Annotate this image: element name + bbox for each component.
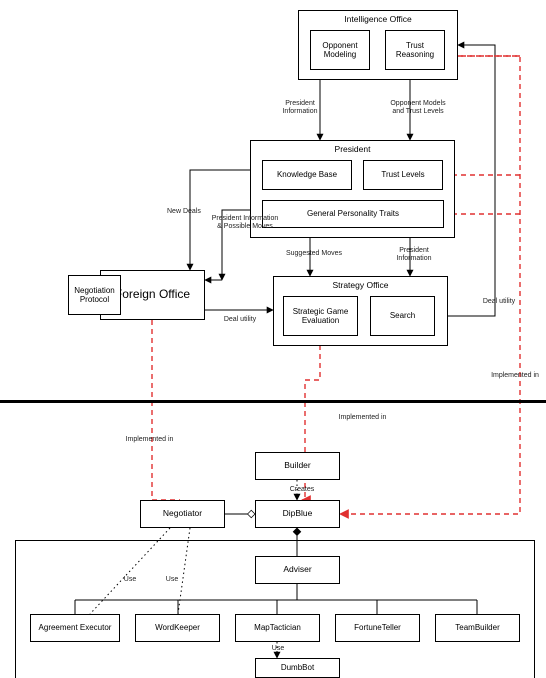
- label-president-info-left: PresidentInformation: [276, 100, 324, 115]
- label-deal-utility-left: Deal utility: [215, 316, 265, 324]
- maptactician-label: MapTactician: [254, 623, 301, 632]
- fortuneteller: FortuneTeller: [335, 614, 420, 642]
- strategic-game-eval-label: Strategic GameEvaluation: [293, 307, 349, 325]
- knowledge-base: Knowledge Base: [262, 160, 352, 190]
- label-new-deals: New Deals: [167, 208, 212, 216]
- foreign-office-label: Foreign Office: [115, 288, 190, 302]
- agreement-executor-label: Agreement Executor: [39, 623, 112, 632]
- fortuneteller-label: FortuneTeller: [354, 623, 401, 632]
- label-creates: Creates: [287, 486, 317, 494]
- search-label: Search: [390, 311, 415, 320]
- negotiation-protocol-label: NegotiationProtocol: [74, 286, 114, 304]
- dipblue: DipBlue: [255, 500, 340, 528]
- label-opponent-models: Opponent Modelsand Trust Levels: [378, 100, 458, 115]
- adviser: Adviser: [255, 556, 340, 584]
- trust-levels: Trust Levels: [363, 160, 443, 190]
- label-implemented-mid: Implemented in: [335, 414, 390, 422]
- agreement-executor: Agreement Executor: [30, 614, 120, 642]
- builder: Builder: [255, 452, 340, 480]
- strategy-office-title: Strategy Office: [332, 281, 388, 291]
- dumbbot-label: DumbBot: [281, 663, 314, 672]
- search: Search: [370, 296, 435, 336]
- dipblue-label: DipBlue: [283, 509, 313, 519]
- negotiation-protocol: NegotiationProtocol: [68, 275, 121, 315]
- maptactician: MapTactician: [235, 614, 320, 642]
- personality-traits: General Personality Traits: [262, 200, 444, 228]
- strategic-game-eval: Strategic GameEvaluation: [283, 296, 358, 336]
- trust-reasoning: TrustReasoning: [385, 30, 445, 70]
- negotiator-label: Negotiator: [163, 509, 202, 519]
- teambuilder-label: TeamBuilder: [455, 623, 499, 632]
- label-president-info-right: PresidentInformation: [390, 247, 438, 262]
- trust-reasoning-label: TrustReasoning: [396, 41, 434, 59]
- negotiator: Negotiator: [140, 500, 225, 528]
- president-title: President: [335, 145, 371, 155]
- opponent-modeling: OpponentModeling: [310, 30, 370, 70]
- label-implemented-left: Implemented in: [122, 436, 177, 444]
- intelligence-office-title: Intelligence Office: [344, 15, 411, 25]
- personality-traits-label: General Personality Traits: [307, 209, 399, 218]
- knowledge-base-label: Knowledge Base: [277, 170, 337, 179]
- section-divider: [0, 400, 546, 403]
- wordkeeper: WordKeeper: [135, 614, 220, 642]
- teambuilder: TeamBuilder: [435, 614, 520, 642]
- trust-levels-label: Trust Levels: [381, 170, 424, 179]
- label-implemented-right: Implemented in: [490, 372, 540, 380]
- architecture-diagram: Intelligence Office OpponentModeling Tru…: [0, 0, 546, 678]
- wordkeeper-label: WordKeeper: [155, 623, 200, 632]
- adviser-label: Adviser: [283, 565, 311, 575]
- dumbbot: DumbBot: [255, 658, 340, 678]
- opponent-modeling-label: OpponentModeling: [322, 41, 357, 59]
- label-suggested-moves: Suggested Moves: [280, 250, 348, 258]
- builder-label: Builder: [284, 461, 310, 471]
- label-deal-utility-right: Deal utility: [478, 298, 520, 306]
